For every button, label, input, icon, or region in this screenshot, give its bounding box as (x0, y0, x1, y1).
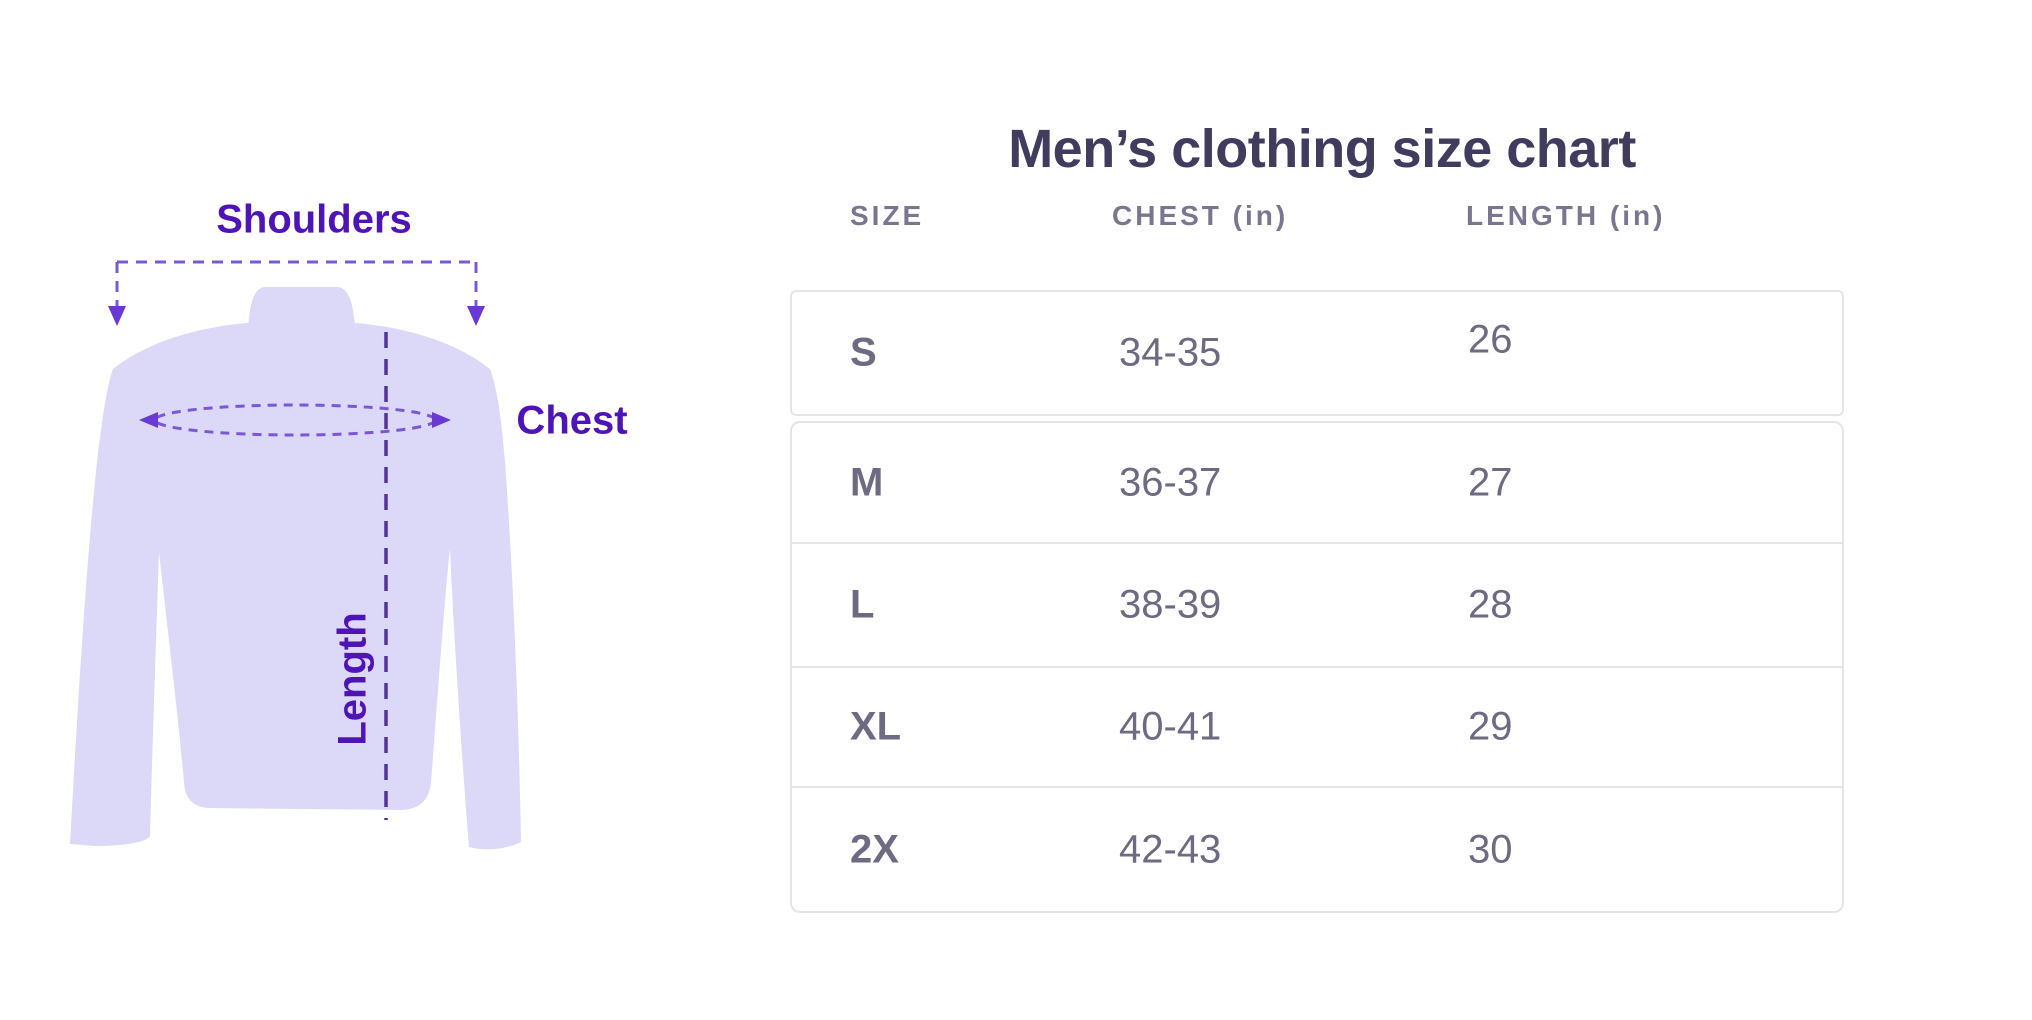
arrow-down-left-icon (108, 306, 126, 326)
column-header-size: SIZE (850, 200, 925, 231)
table-row: L 38-39 28 (792, 542, 1842, 666)
length-cell: 26 (1468, 317, 1513, 362)
chest-cell: 38-39 (1119, 582, 1222, 627)
length-cell: 30 (1468, 827, 1513, 871)
page-title: Men’s clothing size chart (1008, 119, 1636, 180)
arrow-left-icon (139, 412, 158, 428)
column-header-chest: CHEST (in) (1112, 200, 1289, 231)
shoulders-measure-line (108, 260, 485, 326)
size-cell: XL (850, 704, 902, 749)
table-row: M 36-37 27 (792, 423, 1842, 542)
chest-cell: 36-37 (1119, 460, 1222, 504)
chest-cell: 40-41 (1119, 704, 1222, 749)
shirt-body-shape (70, 323, 521, 850)
size-cell: 2X (850, 827, 899, 871)
column-header-length: LENGTH (in) (1466, 200, 1666, 231)
chest-cell: 34-35 (1119, 330, 1222, 375)
table-row-group-rest: M 36-37 27 L 38-39 28 XL 40-41 29 2X 42-… (790, 421, 1844, 913)
length-cell: 27 (1468, 460, 1513, 504)
length-label: Length (330, 612, 375, 746)
length-cell: 29 (1468, 704, 1513, 749)
arrow-down-right-icon (467, 306, 485, 326)
chest-measure-ellipse (139, 403, 451, 437)
chest-cell: 42-43 (1119, 827, 1222, 871)
size-cell: L (850, 582, 875, 627)
chest-label: Chest (516, 398, 628, 443)
size-cell: M (850, 460, 884, 504)
shirt-diagram-canvas (70, 260, 521, 850)
length-cell: 28 (1468, 582, 1513, 627)
shoulders-label: Shoulders (216, 197, 412, 242)
size-cell: S (850, 330, 877, 375)
table-row: XL 40-41 29 (792, 666, 1842, 786)
table-row: S 34-35 26 (792, 292, 1842, 414)
table-row-group-first: S 34-35 26 (790, 290, 1844, 416)
table-row: 2X 42-43 30 (792, 786, 1842, 911)
arrow-right-icon (432, 412, 451, 428)
